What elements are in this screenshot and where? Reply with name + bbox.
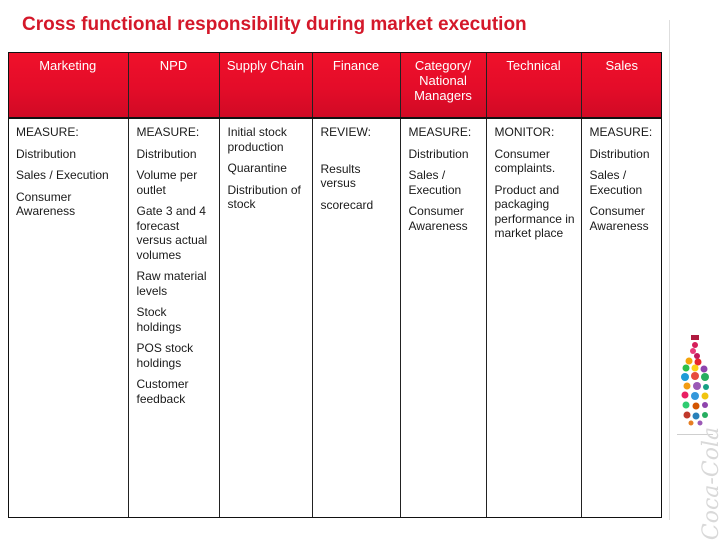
supply-chain-item: Distribution of stock	[227, 182, 301, 212]
header-technical: Technical	[486, 52, 582, 119]
col-finance: REVIEW: Results versus scorecard	[312, 118, 401, 518]
header-supply-chain: Supply Chain	[219, 52, 313, 119]
npd-item: POS stock holdings	[136, 341, 194, 370]
col-category-national-managers: MEASURE: Distribution Sales / Execution …	[400, 118, 487, 518]
finance-item: Results versus	[320, 161, 361, 191]
coca-cola-dotted-bottle-icon	[681, 335, 709, 426]
col-sales: MEASURE: Distribution Sales / Execution …	[581, 118, 662, 518]
sales-item: Sales / Execution	[589, 168, 643, 197]
finance-item: REVIEW:	[320, 125, 371, 139]
category-item: MEASURE:	[408, 125, 472, 139]
supply-chain-item: Initial stock production	[227, 125, 287, 154]
col-npd: MEASURE: Distribution Volume per outlet …	[128, 118, 220, 518]
header-category-national-managers: Category/ National Managers	[400, 52, 487, 119]
category-item: Sales / Execution	[408, 168, 462, 197]
marketing-item: Distribution	[16, 146, 77, 161]
header-npd: NPD	[128, 52, 220, 119]
responsibility-table: Marketing NPD Supply Chain Finance Categ…	[8, 52, 662, 518]
marketing-item: Sales / Execution	[16, 168, 109, 182]
npd-item: Raw material levels	[136, 269, 207, 298]
category-item: Consumer Awareness	[408, 204, 468, 233]
technical-item: MONITOR:	[494, 125, 555, 139]
marketing-item: Consumer Awareness	[16, 189, 76, 219]
npd-item: Gate 3 and 4 forecast versus actual volu…	[136, 204, 208, 262]
npd-item: Customer feedback	[136, 377, 189, 406]
header-marketing: Marketing	[8, 52, 129, 119]
slide-title: Cross functional responsibility during m…	[22, 14, 527, 35]
coca-cola-wordmark: Coca-Cola	[699, 426, 720, 540]
sales-item: MEASURE:	[589, 125, 653, 139]
brand-divider	[669, 20, 670, 520]
npd-item: MEASURE:	[136, 125, 200, 139]
npd-item: Distribution	[136, 146, 197, 161]
marketing-item: MEASURE:	[16, 125, 79, 139]
technical-item: Consumer complaints.	[494, 146, 556, 176]
header-sales: Sales	[581, 52, 662, 119]
npd-item: Stock holdings	[136, 305, 182, 334]
header-row: Marketing NPD Supply Chain Finance Categ…	[8, 52, 662, 119]
header-finance: Finance	[312, 52, 401, 119]
col-marketing: MEASURE: Distribution Sales / Execution …	[8, 118, 129, 518]
sales-item: Distribution	[589, 146, 650, 161]
body-row: MEASURE: Distribution Sales / Execution …	[8, 118, 662, 518]
npd-item: Volume per outlet	[136, 168, 198, 197]
coca-cola-logo: Coca-Cola	[663, 427, 720, 540]
brand-separator	[677, 434, 713, 435]
technical-item: Product and packaging performance in mar…	[494, 182, 575, 241]
category-item: Distribution	[408, 146, 469, 161]
finance-item: scorecard	[320, 197, 374, 212]
col-supply-chain: Initial stock production Quarantine Dist…	[219, 118, 313, 518]
col-technical: MONITOR: Consumer complaints. Product an…	[486, 118, 582, 518]
sales-item: Consumer Awareness	[589, 204, 649, 233]
supply-chain-item: Quarantine	[227, 161, 287, 175]
